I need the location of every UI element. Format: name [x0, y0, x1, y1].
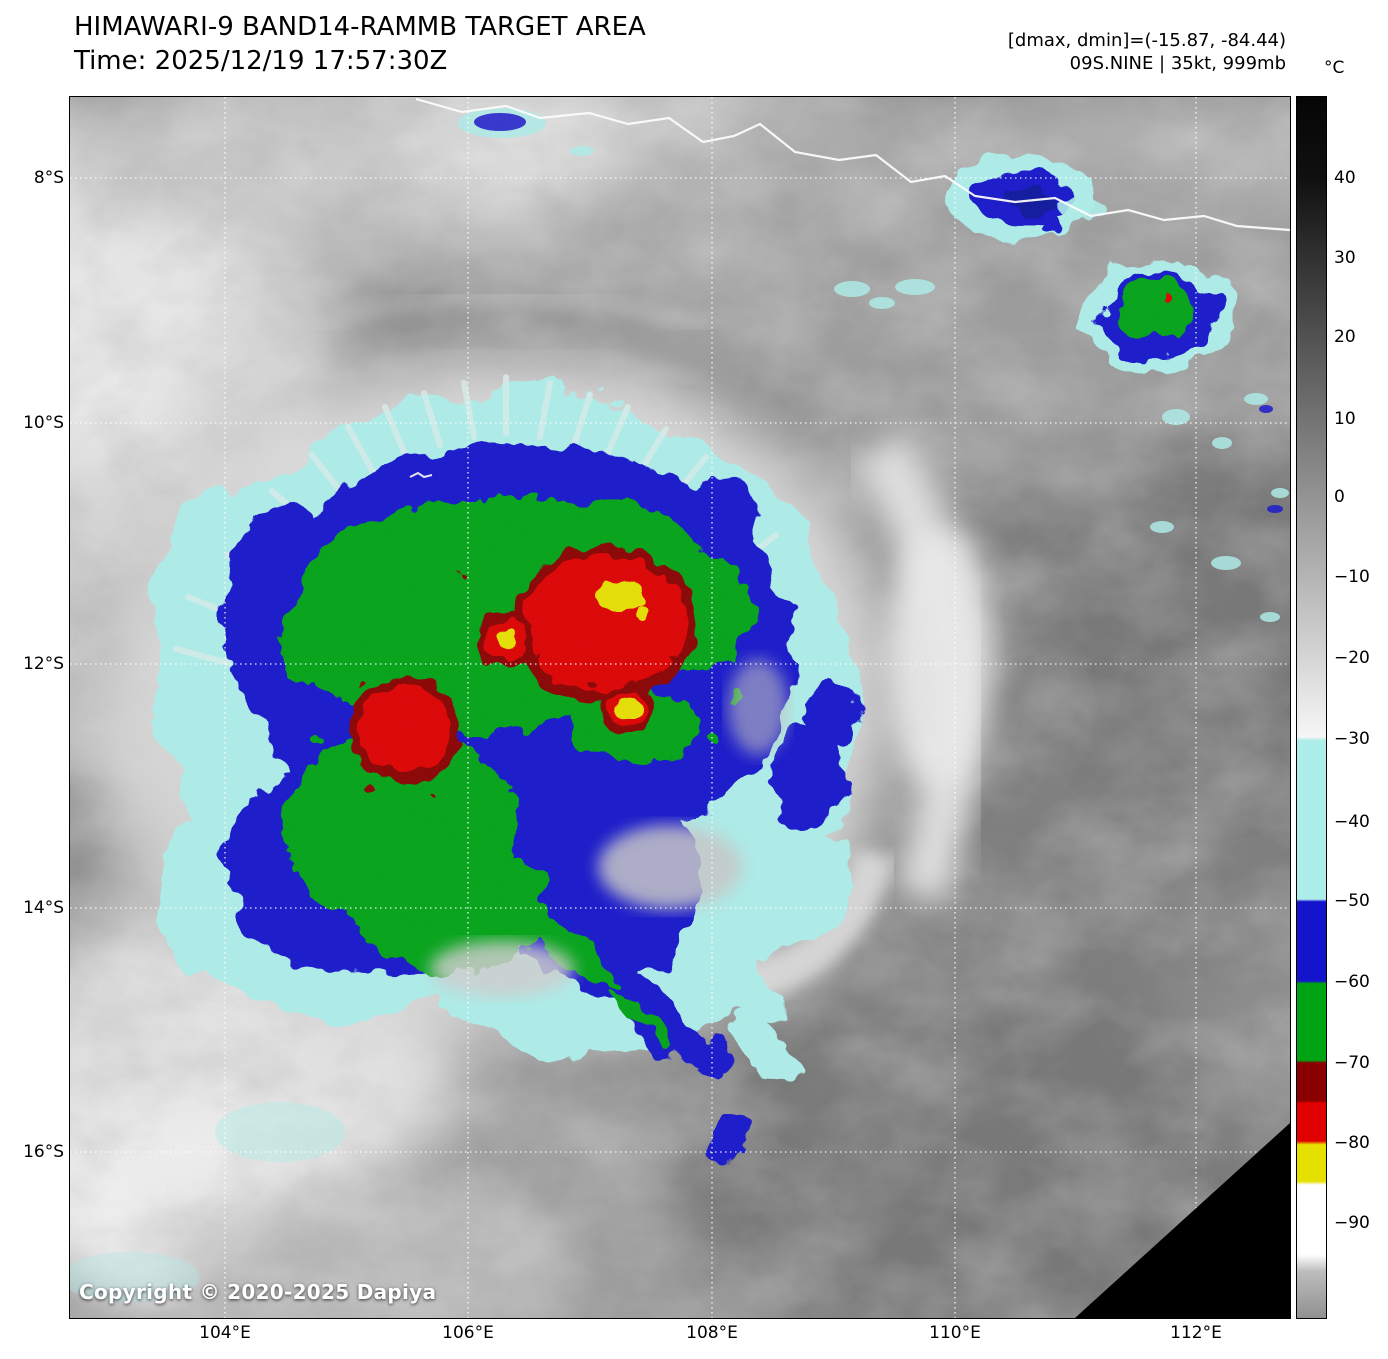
- lat-label: 8°S: [33, 168, 64, 188]
- storm-info-label: 09S.NINE | 35kt, 999mb: [1069, 53, 1286, 74]
- lon-label: 110°E: [929, 1323, 981, 1343]
- colorbar-tick: −40: [1334, 812, 1370, 832]
- dmax-dmin-label: [dmax, dmin]=(-15.87, -84.44): [1007, 30, 1286, 51]
- lat-label: 12°S: [23, 654, 64, 674]
- copyright-text: Copyright © 2020-2025 Dapiya: [79, 1280, 437, 1304]
- film-grain: [70, 97, 1290, 1318]
- colorbar-tick: 10: [1334, 409, 1356, 429]
- map-gridlines: [70, 97, 1290, 1318]
- lon-label: 108°E: [686, 1323, 738, 1343]
- lon-label: 104°E: [199, 1323, 251, 1343]
- colorbar-tick: −80: [1334, 1133, 1370, 1153]
- colorbar-tick: 20: [1334, 327, 1356, 347]
- lon-label: 112°E: [1170, 1323, 1222, 1343]
- colorbar-tick: 30: [1334, 248, 1356, 268]
- colorbar-tick: 40: [1334, 168, 1356, 188]
- colorbar-tick: −20: [1334, 648, 1370, 668]
- lat-label: 10°S: [23, 413, 64, 433]
- timestamp-label: Time: 2025/12/19 17:57:30Z: [74, 46, 448, 76]
- colorbar-tick: −50: [1334, 891, 1370, 911]
- colorbar-tick: −30: [1334, 729, 1370, 749]
- colorbar-tick: 0: [1334, 487, 1345, 507]
- colorbar-tick: −10: [1334, 567, 1370, 587]
- colorbar-tick: −90: [1334, 1213, 1370, 1233]
- colorbar-tick: −70: [1334, 1053, 1370, 1073]
- no-data-wedge: [1075, 1123, 1290, 1318]
- colorbar-unit-label: °C: [1324, 58, 1345, 78]
- colorbar-gradient: [1296, 96, 1327, 1319]
- page-title: HIMAWARI-9 BAND14-RAMMB TARGET AREA: [74, 12, 646, 42]
- lat-label: 14°S: [23, 898, 64, 918]
- lon-label: 106°E: [442, 1323, 494, 1343]
- lat-label: 16°S: [23, 1142, 64, 1162]
- satellite-map: Copyright © 2020-2025 Dapiya: [69, 96, 1291, 1319]
- colorbar-tick: −60: [1334, 972, 1370, 992]
- satellite-image: [70, 97, 1290, 1318]
